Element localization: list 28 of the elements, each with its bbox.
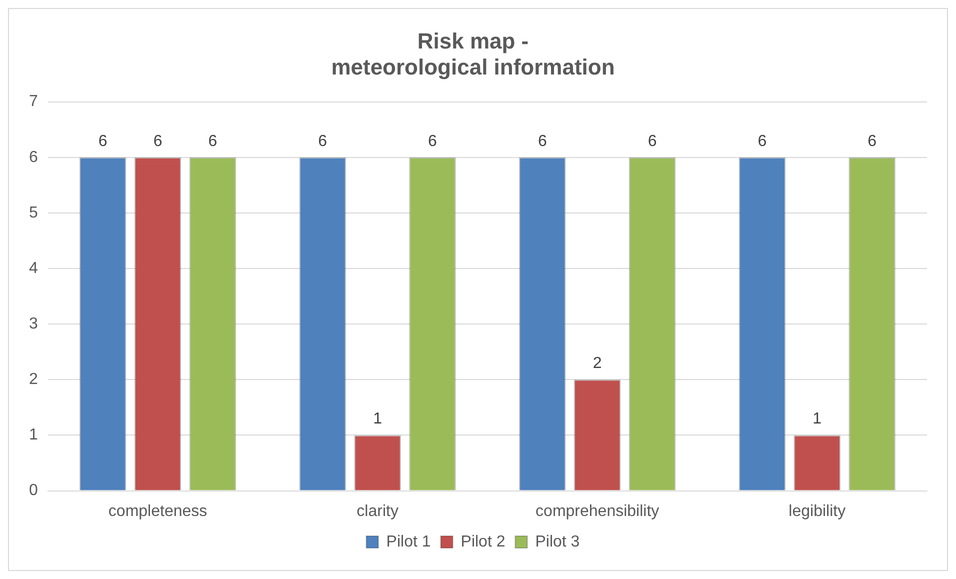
chart-title: Risk map - meteorological information bbox=[331, 28, 615, 80]
data-label: 6 bbox=[153, 132, 162, 150]
x-tick-label: completeness bbox=[108, 502, 208, 520]
data-label: 6 bbox=[758, 132, 767, 150]
data-label: 1 bbox=[812, 410, 822, 428]
data-label: 6 bbox=[208, 132, 218, 150]
data-label: 6 bbox=[648, 132, 657, 150]
y-tick-label: 3 bbox=[28, 315, 38, 332]
y-tick-label: 2 bbox=[28, 371, 38, 388]
y-tick-label: 4 bbox=[28, 260, 38, 277]
legend-label: Pilot 2 bbox=[460, 533, 506, 550]
x-tick-label: clarity bbox=[356, 502, 398, 520]
x-tick-label: legibility bbox=[788, 502, 846, 520]
data-label: 6 bbox=[318, 132, 328, 150]
y-tick-label: 7 bbox=[28, 93, 38, 110]
y-tick-label: 1 bbox=[28, 426, 38, 444]
data-label: 6 bbox=[868, 132, 877, 150]
y-tick-label: 5 bbox=[28, 204, 38, 222]
data-label: 6 bbox=[428, 132, 438, 150]
y-tick-label: 0 bbox=[28, 482, 38, 500]
data-label: 1 bbox=[373, 410, 382, 428]
data-label: 6 bbox=[98, 132, 108, 150]
y-tick-label: 6 bbox=[28, 148, 38, 166]
legend-label: Pilot 1 bbox=[386, 533, 431, 550]
data-label: 6 bbox=[538, 132, 547, 150]
data-label: 2 bbox=[592, 355, 602, 372]
x-tick-label: comprehensibility bbox=[536, 502, 660, 520]
legend-label: Pilot 3 bbox=[535, 533, 580, 550]
